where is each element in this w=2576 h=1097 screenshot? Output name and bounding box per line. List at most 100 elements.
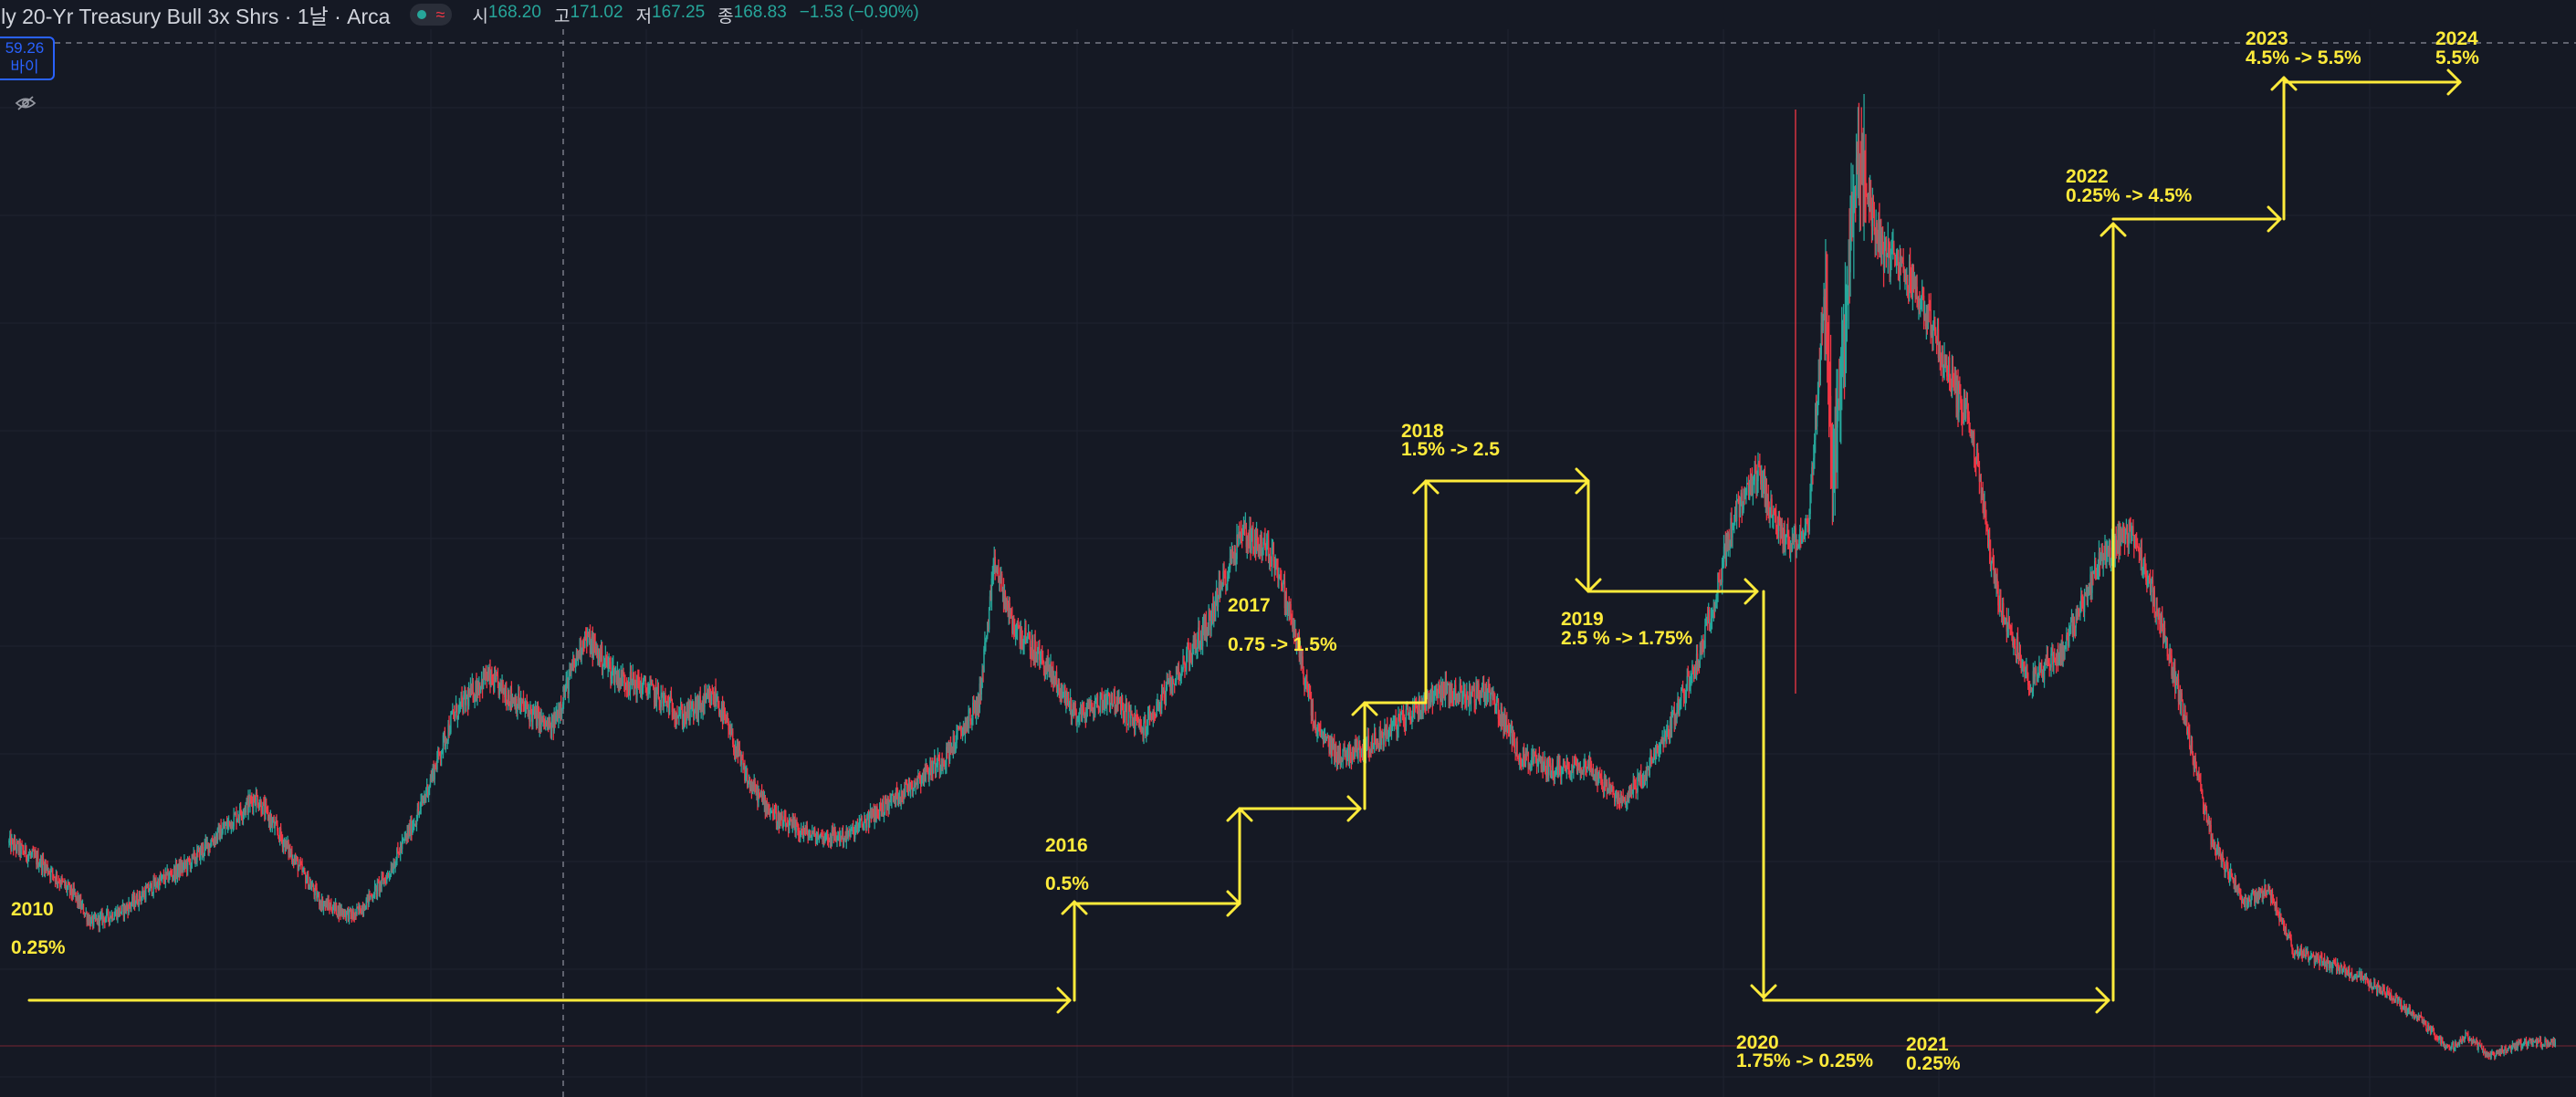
candle-body: [124, 905, 126, 912]
candle-body: [818, 837, 821, 841]
candle-body: [851, 827, 853, 830]
candle-body: [1074, 703, 1076, 710]
candle-body: [1929, 308, 1931, 310]
candle-body: [792, 819, 794, 826]
candle-body: [1546, 759, 1548, 777]
candle-body: [1796, 543, 1798, 548]
candle-body: [129, 902, 131, 906]
candle-body: [1014, 634, 1017, 636]
candle-body: [620, 669, 622, 681]
candle-body: [919, 778, 921, 781]
candle-body: [495, 674, 497, 680]
candle-body: [686, 704, 688, 717]
candle-body: [1603, 776, 1606, 792]
candle-body: [1718, 572, 1720, 580]
candle-body: [325, 901, 327, 905]
candle-body: [342, 910, 344, 914]
candle-body: [872, 809, 874, 811]
candle-body: [568, 675, 570, 695]
candle-body: [1775, 514, 1777, 528]
candle-body: [756, 786, 758, 794]
candle-body: [2000, 595, 2002, 612]
candle-body: [2068, 626, 2071, 628]
candle-body: [509, 688, 512, 705]
candle-body: [1131, 713, 1133, 715]
candle-body: [1310, 698, 1313, 716]
candle-body: [114, 913, 116, 917]
candle-body: [684, 711, 686, 719]
candle-body: [274, 823, 276, 829]
candle-body: [1515, 741, 1517, 755]
candle-body: [875, 806, 877, 822]
candle-body: [1774, 509, 1775, 515]
candle-body: [1204, 621, 1207, 639]
candle-body: [668, 699, 671, 715]
candle-body: [266, 804, 267, 807]
candle-body: [504, 691, 506, 698]
candle-body: [35, 853, 37, 855]
candle-body: [548, 720, 550, 729]
candle-body: [1435, 691, 1437, 693]
candle-body: [38, 864, 40, 868]
candle-body: [314, 886, 316, 895]
candle-body: [1160, 690, 1163, 708]
candle-body: [37, 854, 39, 868]
candle-body: [965, 725, 968, 728]
candle-body: [189, 862, 192, 870]
candle-body: [929, 760, 931, 775]
candle-body: [634, 680, 636, 687]
candle-body: [1920, 304, 1922, 313]
candle-body: [780, 815, 782, 820]
candle-body: [843, 836, 846, 840]
candle-body: [51, 868, 53, 870]
candle-body: [2121, 535, 2123, 540]
candle-body: [1339, 747, 1341, 766]
candle-body: [2058, 661, 2060, 663]
candle-body: [987, 622, 989, 637]
candle-body: [1694, 666, 1696, 679]
candle-body: [120, 904, 123, 913]
candle-body: [81, 904, 84, 906]
candle-body: [1593, 779, 1595, 781]
candle-body: [562, 691, 565, 705]
candle-body: [1318, 723, 1320, 726]
candle-body: [2030, 688, 2033, 692]
candle-body: [1996, 579, 1998, 585]
candle-body: [1788, 548, 1791, 550]
candle-body: [408, 826, 410, 837]
candle-body: [1663, 735, 1665, 745]
candle-body: [763, 797, 766, 805]
candle-body: [704, 693, 706, 707]
candle-body: [1770, 498, 1772, 508]
candle-body: [142, 892, 144, 897]
candle-body: [116, 910, 118, 920]
candle-body: [1622, 796, 1624, 799]
candle-body: [1981, 487, 1983, 493]
candle-body: [1154, 713, 1156, 715]
candle-body: [694, 701, 696, 710]
candle-body: [794, 820, 796, 833]
candle-body: [239, 806, 241, 819]
candle-body: [974, 702, 977, 716]
candle-body: [1650, 755, 1652, 759]
candle-body: [1110, 694, 1113, 704]
candle-body: [409, 826, 411, 835]
candle-body: [1526, 751, 1528, 756]
candle-body: [1234, 548, 1236, 561]
candle-body: [696, 697, 699, 717]
candle-body: [372, 897, 375, 899]
candle-body: [1985, 518, 1987, 524]
candle-body: [1960, 392, 1962, 403]
candle-body: [867, 816, 870, 828]
candle-body: [1098, 710, 1101, 713]
candle-body: [1121, 697, 1124, 704]
candle-body: [802, 829, 805, 839]
candle-body: [2117, 529, 2119, 552]
candle-body: [701, 703, 703, 710]
candle-body: [560, 703, 562, 712]
candle-body: [66, 887, 68, 891]
candle-body: [922, 777, 925, 780]
candle-body: [1463, 688, 1465, 690]
candle-body: [1705, 623, 1707, 626]
